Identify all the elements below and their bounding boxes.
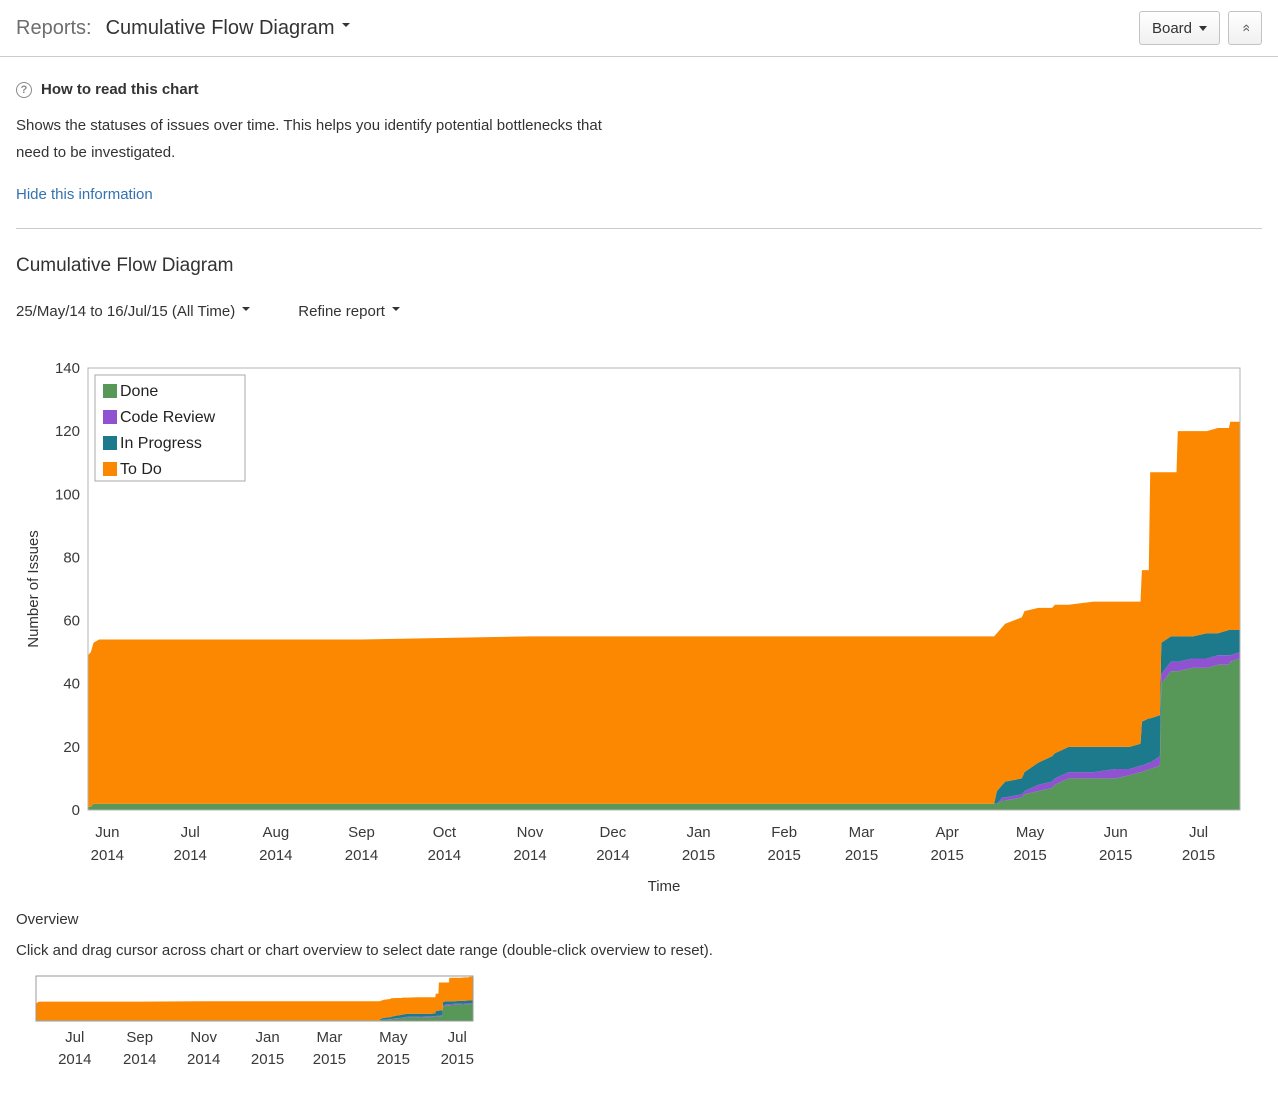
chevron-down-icon (1199, 25, 1207, 31)
svg-text:2014: 2014 (596, 847, 629, 864)
chart-overview[interactable]: Jul 2014 Sep 2014 Nov 2014 Jan 2015 Mar 2015 May 20… (16, 973, 1278, 1078)
svg-text:2015: 2015 (313, 1051, 346, 1068)
refine-report-label: Refine report (298, 303, 385, 320)
svg-text:80: 80 (63, 549, 80, 566)
svg-text:Sep: Sep (126, 1029, 153, 1046)
legend-swatch (103, 462, 117, 476)
board-button-label: Board (1151, 19, 1192, 37)
legend-swatch (103, 410, 117, 424)
svg-text:Feb: Feb (771, 824, 797, 841)
svg-text:Nov: Nov (190, 1029, 217, 1046)
svg-text:2015: 2015 (767, 847, 800, 864)
svg-text:Mar: Mar (317, 1029, 343, 1046)
svg-text:2015: 2015 (1099, 847, 1132, 864)
hide-information-link[interactable]: Hide this information (16, 186, 153, 203)
svg-text:2014: 2014 (123, 1051, 156, 1068)
svg-text:40: 40 (63, 676, 80, 693)
chevron-down-icon (242, 306, 251, 311)
svg-text:2014: 2014 (174, 847, 207, 864)
svg-text:Jul: Jul (1189, 824, 1208, 841)
svg-text:Sep: Sep (348, 824, 375, 841)
chevron-down-icon (391, 306, 400, 311)
svg-text:Jun: Jun (95, 824, 119, 841)
svg-text:Nov: Nov (517, 824, 544, 841)
svg-text:2015: 2015 (845, 847, 878, 864)
report-controls: 25/May/14 to 16/Jul/15 (All Time) Refine… (0, 303, 1278, 320)
svg-text:Time: Time (648, 878, 681, 895)
legend-swatch (103, 384, 117, 398)
svg-text:May: May (1016, 824, 1045, 841)
svg-text:2014: 2014 (513, 847, 546, 864)
overview-instructions: Click and drag cursor across chart or ch… (16, 942, 713, 959)
collapse-header-button[interactable]: » (1228, 11, 1262, 45)
svg-text:100: 100 (55, 486, 80, 503)
svg-text:2015: 2015 (377, 1051, 410, 1068)
chart-legend: Done Code Review In Progress To Do (94, 374, 246, 482)
overview-title: Overview (16, 911, 79, 928)
svg-text:2014: 2014 (345, 847, 378, 864)
svg-text:2014: 2014 (187, 1051, 220, 1068)
divider (16, 228, 1262, 229)
legend-label: To Do (120, 461, 162, 478)
date-range-label: 25/May/14 to 16/Jul/15 (All Time) (16, 303, 236, 320)
chart-title: Cumulative Flow Diagram (16, 255, 234, 276)
svg-text:2014: 2014 (428, 847, 461, 864)
svg-text:2014: 2014 (58, 1051, 91, 1068)
svg-text:2014: 2014 (91, 847, 124, 864)
legend-label: In Progress (120, 435, 202, 452)
svg-text:0: 0 (72, 802, 80, 819)
reports-label: Reports: (16, 16, 92, 39)
refine-report-dropdown[interactable]: Refine report (298, 303, 400, 320)
overview-chart-svg[interactable]: Jul 2014 Sep 2014 Nov 2014 Jan 2015 Mar 2015 May 20… (16, 973, 536, 1073)
report-header: Reports: Cumulative Flow Diagram Board » (0, 0, 1278, 57)
svg-text:Dec: Dec (600, 824, 627, 841)
svg-text:May: May (379, 1029, 408, 1046)
board-button[interactable]: Board (1138, 11, 1220, 45)
svg-text:Jul: Jul (181, 824, 200, 841)
help-description: Shows the statuses of issues over time. … (16, 117, 602, 161)
svg-text:Jan: Jan (686, 824, 710, 841)
svg-text:140: 140 (55, 360, 80, 377)
svg-text:60: 60 (63, 613, 80, 630)
header-actions: Board » (1138, 11, 1262, 45)
svg-text:Mar: Mar (849, 824, 875, 841)
svg-text:Jan: Jan (256, 1029, 280, 1046)
legend-swatch (103, 436, 117, 450)
help-icon: ? (16, 81, 32, 98)
date-range-dropdown[interactable]: 25/May/14 to 16/Jul/15 (All Time) (16, 303, 251, 320)
main-chart-svg[interactable]: Jun 2014 Jul 2014 Aug 2014 Sep 2014 Oct 2014 Nov 20… (16, 358, 1256, 898)
svg-text:Number of Issues: Number of Issues (25, 530, 42, 648)
svg-text:20: 20 (63, 739, 80, 756)
help-title: How to read this chart (41, 81, 199, 98)
svg-text:120: 120 (55, 423, 80, 440)
svg-text:Jul: Jul (65, 1029, 84, 1046)
svg-text:Jul: Jul (448, 1029, 467, 1046)
svg-text:Jun: Jun (1104, 824, 1128, 841)
svg-text:2015: 2015 (1013, 847, 1046, 864)
legend-label: Done (120, 383, 158, 400)
svg-text:2015: 2015 (930, 847, 963, 864)
svg-text:2015: 2015 (251, 1051, 284, 1068)
svg-text:2015: 2015 (441, 1051, 474, 1068)
svg-text:2015: 2015 (1182, 847, 1215, 864)
chart-help-panel: ? How to read this chart Shows the statu… (0, 57, 1278, 204)
svg-text:2015: 2015 (682, 847, 715, 864)
svg-text:Oct: Oct (433, 824, 457, 841)
svg-text:2014: 2014 (259, 847, 292, 864)
svg-text:Apr: Apr (935, 824, 958, 841)
cumulative-flow-chart[interactable]: Jun 2014 Jul 2014 Aug 2014 Sep 2014 Oct 2014 Nov 20… (16, 358, 1278, 903)
legend-label: Code Review (120, 409, 216, 426)
report-selector-dropdown[interactable]: Cumulative Flow Diagram (106, 17, 350, 40)
collapse-icon: » (1236, 24, 1253, 32)
svg-text:Aug: Aug (263, 824, 290, 841)
page-title: Cumulative Flow Diagram (105, 16, 335, 39)
chevron-down-icon (341, 23, 350, 27)
